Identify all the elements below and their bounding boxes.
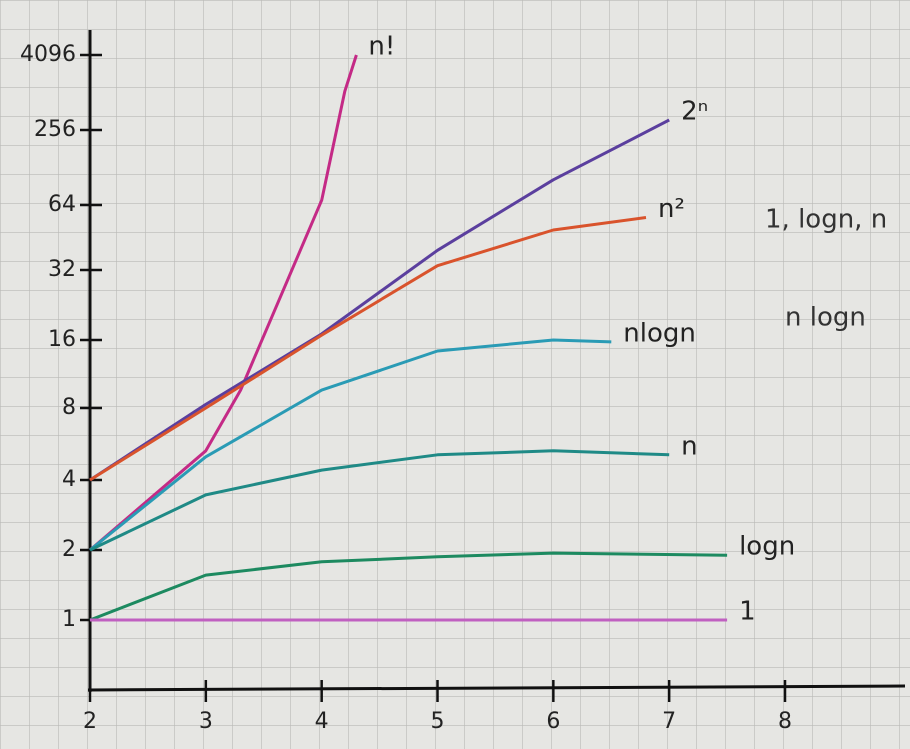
series-label: 2ⁿ [681,97,708,127]
y-tick-label: 4096 [20,42,76,67]
series-label: n² [658,194,685,224]
y-tick-label: 2 [62,537,76,562]
x-tick-label: 2 [83,709,97,734]
series-label: 1 [739,597,756,627]
series-label: logn [739,532,795,562]
graph-paper [0,0,910,749]
series-label: n [681,431,697,461]
annotation: 1, logn, n [765,205,887,235]
y-tick-label: 1 [62,607,76,632]
x-tick-label: 8 [778,709,792,734]
y-tick-label: 4 [62,467,76,492]
x-tick-label: 4 [315,709,329,734]
series-label: nlogn [623,318,696,348]
y-tick-label: 32 [48,257,76,282]
y-tick-label: 256 [34,117,76,142]
chart: 1, logn, n n logn 1 2 4 8 16 32 64 256 4096 2 3 4 5 6… [0,0,910,749]
x-tick-label: 7 [662,709,676,734]
y-tick-label: 8 [62,395,76,420]
x-tick-label: 3 [199,709,213,734]
annotation: n logn [785,303,866,333]
series-label: n! [368,32,395,62]
x-tick-label: 6 [546,709,560,734]
x-tick-label: 5 [431,709,445,734]
y-tick-label: 16 [48,327,76,352]
y-tick-label: 64 [48,192,76,217]
